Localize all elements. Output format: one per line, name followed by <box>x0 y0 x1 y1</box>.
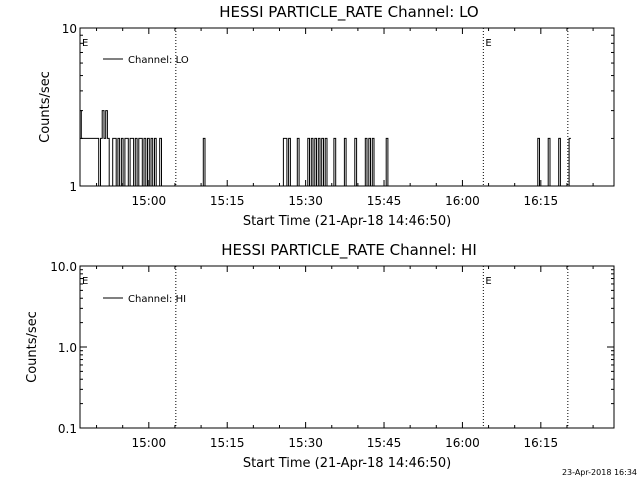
lo-x-tick-label: 15:30 <box>288 194 323 208</box>
lo-event-marker-label: E <box>485 38 491 49</box>
hi-x-tick-label: 15:15 <box>210 436 245 450</box>
hi-y-tick-label: 1.0 <box>58 341 77 355</box>
lo-x-tick-label: 15:45 <box>367 194 402 208</box>
lo-chart-title: HESSI PARTICLE_RATE Channel: LO <box>219 3 478 22</box>
hi-x-tick-label: 16:00 <box>445 436 480 450</box>
lo-data-series <box>80 110 571 187</box>
hi-plot-frame <box>79 265 615 429</box>
hi-legend-label: Channel: HI <box>128 294 186 305</box>
lo-x-tick-label: 16:00 <box>445 194 480 208</box>
hi-x-tick-label: 16:15 <box>524 436 559 450</box>
lo-x-tick-label: 16:15 <box>524 194 559 208</box>
hi-y-tick-label: 10.0 <box>50 260 77 274</box>
hi-event-marker-label: E <box>82 276 88 287</box>
lo-y-tick-label: 1 <box>69 180 77 194</box>
hi-x-tick-label: 15:45 <box>367 436 402 450</box>
lo-x-tick-label: 15:15 <box>210 194 245 208</box>
hi-x-axis-label: Start Time (21-Apr-18 14:46:50) <box>243 456 451 471</box>
lo-x-tick-label: 15:00 <box>132 194 167 208</box>
hi-legend: Channel: HI <box>103 294 186 305</box>
hi-y-axis-label: Counts/sec <box>25 311 40 383</box>
lo-event-marker-label: E <box>82 38 88 49</box>
lo-y-tick-label: 10 <box>62 22 77 36</box>
hi-channel-panel: HESSI PARTICLE_RATE Channel: HI Counts/s… <box>25 241 615 471</box>
lo-legend: Channel: LO <box>103 55 189 66</box>
lo-y-axis-label: Counts/sec <box>38 71 53 143</box>
lo-channel-panel: HESSI PARTICLE_RATE Channel: LO Counts/s… <box>38 3 615 229</box>
lo-x-axis-label: Start Time (21-Apr-18 14:46:50) <box>243 214 451 229</box>
generation-timestamp: 23-Apr-2018 16:34 <box>562 468 637 477</box>
hi-x-tick-label: 15:00 <box>132 436 167 450</box>
hi-y-tick-label: 0.1 <box>58 422 77 436</box>
lo-legend-label: Channel: LO <box>128 55 189 66</box>
hi-x-tick-label: 15:30 <box>288 436 323 450</box>
hi-event-marker-label: E <box>485 276 491 287</box>
hi-chart-title: HESSI PARTICLE_RATE Channel: HI <box>221 241 477 260</box>
